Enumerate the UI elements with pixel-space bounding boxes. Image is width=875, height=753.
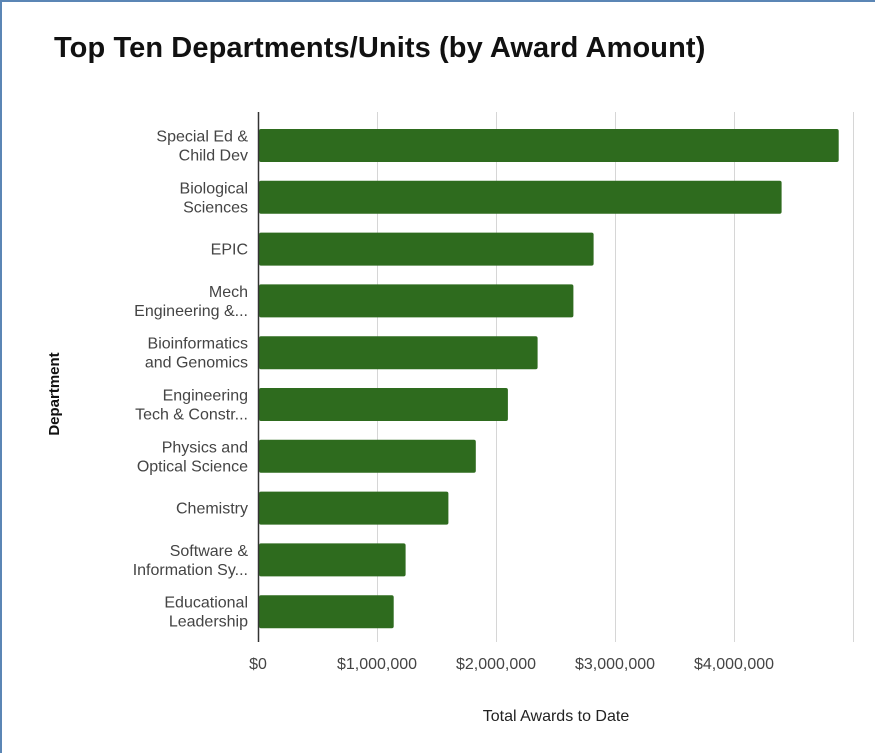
bar [259,595,394,629]
x-tick-labels: $0 $1,000,000 $2,000,000 $3,000,000 $4,000,0… [249,656,774,673]
category-label-line: Leadership [169,614,248,631]
x-axis-title: Total Awards to Date [483,708,630,725]
bar [259,491,449,525]
category-label-line: Bioinformatics [148,336,248,353]
bar [259,336,538,370]
category-label-line: and Genomics [145,355,248,372]
category-label-line: Mech [209,284,248,301]
category-label: Chemistry [176,501,248,518]
category-label-line: Biological [180,180,248,197]
category-label: Biological Sciences [180,180,248,216]
category-label: Software & Information Sy... [133,543,249,579]
category-label-line: Optical Science [137,458,248,475]
category-label-line: Chemistry [176,501,248,518]
category-label-line: Physics and [162,439,248,456]
bar [259,129,839,162]
bar [259,439,476,473]
category-label: Special Ed & Child Dev [156,129,248,165]
x-tick-label: $3,000,000 [575,656,655,673]
category-label: Physics and Optical Science [137,439,248,475]
category-label: Mech Engineering &... [134,284,248,320]
y-axis-title: Department [46,352,63,435]
category-label-line: Child Dev [179,148,248,165]
category-label-line: Sciences [183,199,248,216]
bar [259,388,508,421]
category-label-line: Information Sy... [133,562,248,579]
category-label-line: Tech & Constr... [135,407,248,424]
category-label-line: Special Ed & [156,129,248,146]
category-labels: Special Ed & Child Dev Biological Sciences E… [133,129,249,631]
x-tick-label: $2,000,000 [456,656,536,673]
chart-title: Top Ten Departments/Units (by Award Amou… [54,32,706,64]
bar [259,232,594,266]
category-label-line: Software & [170,543,249,560]
category-label: EPIC [211,242,248,259]
x-tick-label: $1,000,000 [337,656,417,673]
x-tick-label: $4,000,000 [694,656,774,673]
bars [259,129,839,629]
x-tick-label: $0 [249,656,267,673]
category-label-line: Engineering [163,388,248,405]
bar [259,180,782,214]
category-label: Engineering Tech & Constr... [135,388,248,424]
category-label-line: Educational [164,595,248,612]
category-label-line: EPIC [211,242,248,259]
category-label: Educational Leadership [164,595,248,631]
category-label: Bioinformatics and Genomics [145,336,248,372]
bar [259,284,574,318]
category-label-line: Engineering &... [134,303,248,320]
bar [259,543,406,577]
